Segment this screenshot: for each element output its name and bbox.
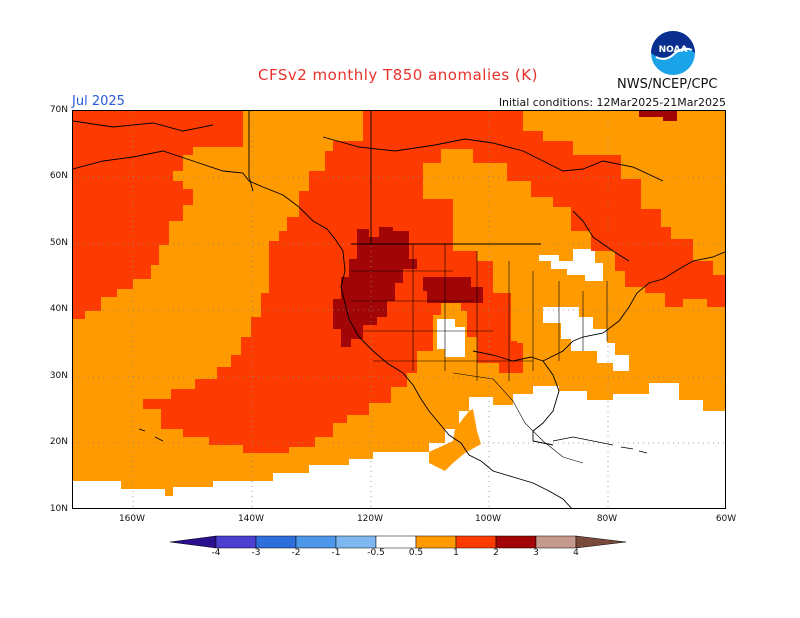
lon-label: 100W (474, 514, 502, 524)
colorbar-swatch-0-5 (415, 535, 457, 549)
islands (138, 428, 648, 454)
state-borders (351, 244, 608, 464)
colorbar-swatch-3 (535, 535, 577, 549)
neutral-region-east (543, 307, 629, 371)
colorbar-label: 2 (493, 548, 499, 558)
colorbar-swatch-1 (455, 535, 497, 549)
colorbar-swatch-neutral (375, 535, 417, 549)
initial-conditions: Initial conditions: 12Mar2025-21Mar2025 (498, 96, 726, 109)
colorbar-swatch-neg1 (335, 535, 377, 549)
colorbar-arrow-low (170, 535, 217, 549)
chart-title: CFSv2 monthly T850 anomalies (K) (258, 66, 538, 84)
neutral-region-south (73, 383, 725, 508)
lat-label: 10N (49, 504, 68, 514)
agency-label: NWS/NCEP/CPC (617, 77, 718, 92)
lat-label: 20N (49, 437, 68, 447)
svg-text:NOAA: NOAA (659, 45, 688, 55)
anomaly-map (72, 110, 726, 509)
colorbar-swatch-neg2 (295, 535, 337, 549)
anomaly-region-orange-mexico (429, 409, 481, 471)
lon-label: 160W (118, 514, 146, 524)
noaa-logo: NOAA (651, 31, 695, 75)
colorbar-label: 3 (533, 548, 539, 558)
colorbar-swatch-neg4 (215, 535, 257, 549)
colorbar-arrow-high (575, 535, 627, 549)
anomaly-region-dark-red (333, 227, 417, 347)
anomaly-region-dark-red-arctic (639, 111, 677, 121)
lat-label: 40N (49, 304, 68, 314)
colorbar-label: -4 (211, 548, 221, 558)
coastlines (73, 111, 725, 508)
lon-label: 140W (237, 514, 265, 524)
colorbar-swatch-2 (495, 535, 537, 549)
colorbar-label: 4 (573, 548, 579, 558)
lon-label: 120W (356, 514, 384, 524)
colorbar-label: -1 (331, 548, 341, 558)
colorbar-label: 1 (453, 548, 459, 558)
lat-label: 30N (49, 371, 68, 381)
forecast-month: Jul 2025 (72, 94, 125, 109)
lat-label: 50N (49, 238, 68, 248)
lon-label: 60W (715, 514, 737, 524)
neutral-region-great-lakes (539, 249, 603, 281)
anomaly-region-dark-red-plains (423, 277, 483, 303)
colorbar-label: -2 (291, 548, 301, 558)
colorbar-label: -3 (251, 548, 261, 558)
colorbar (170, 535, 627, 549)
colorbar-label: 0.5 (408, 548, 424, 558)
grid-lines (73, 111, 725, 508)
lat-label: 60N (49, 171, 68, 181)
anomaly-map-svg (73, 111, 725, 508)
lat-label: 70N (49, 105, 68, 115)
colorbar-label: -0.5 (367, 548, 385, 558)
neutral-region-southwest (437, 319, 465, 357)
colorbar-swatch-neg3 (255, 535, 297, 549)
anomaly-region-red-orange (73, 111, 243, 319)
lon-label: 80W (596, 514, 618, 524)
